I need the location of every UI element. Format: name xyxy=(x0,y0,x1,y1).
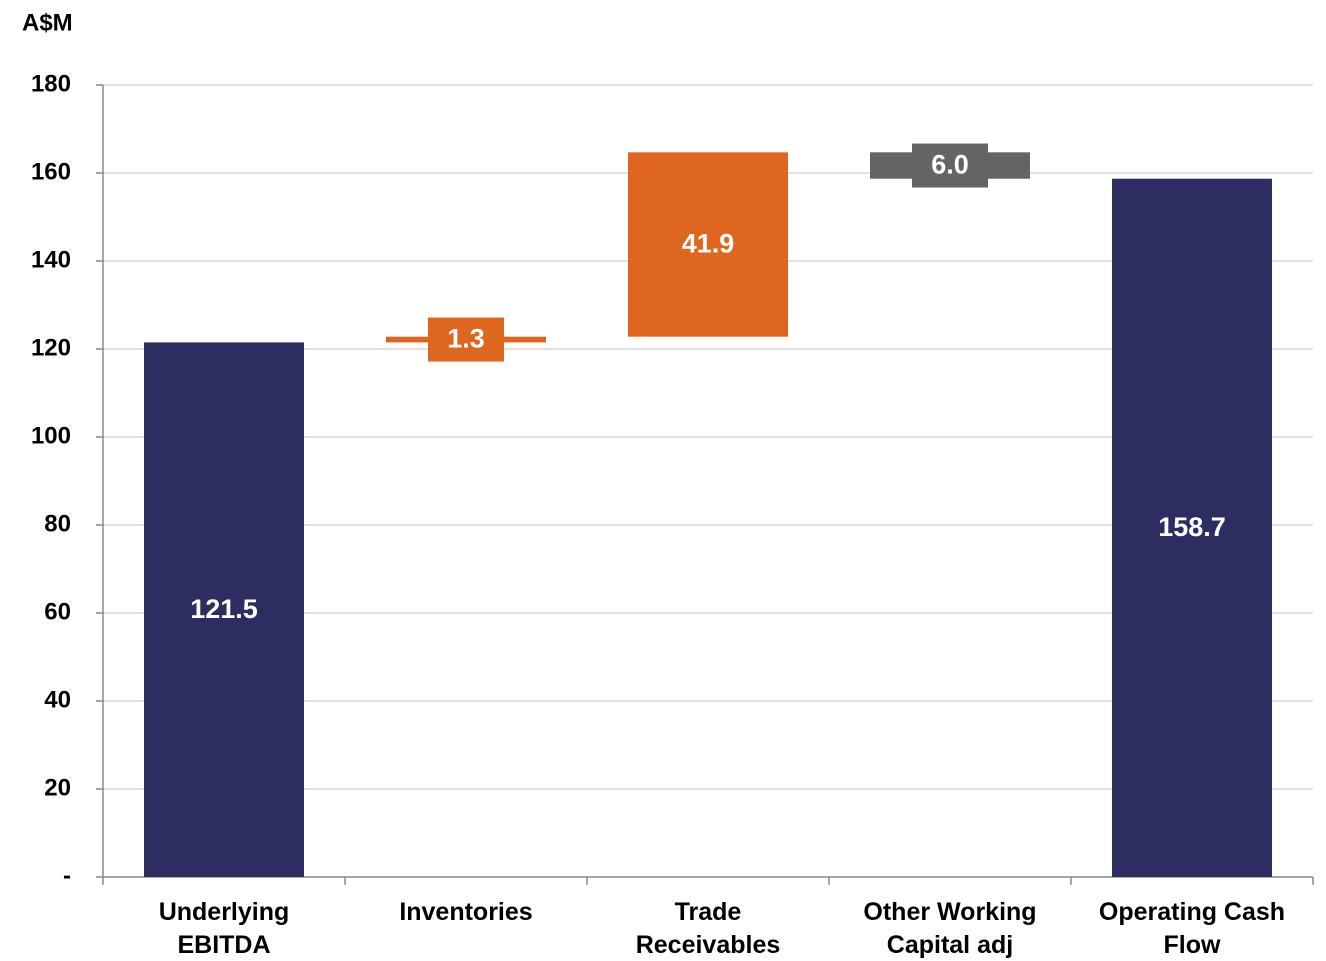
value-label-box xyxy=(428,317,504,362)
x-tick-label-line: Capital adj xyxy=(887,931,1013,959)
x-tick-label-line: Underlying xyxy=(159,898,290,926)
value-label: 1.3 xyxy=(447,324,485,354)
x-tick-label: Trade Receivables xyxy=(636,898,781,959)
y-tick-label: 100 xyxy=(31,422,71,449)
bar xyxy=(628,152,788,337)
x-tick-label: Underlying EBITDA xyxy=(159,898,290,959)
x-tick-label-line: Inventories xyxy=(399,898,532,926)
x-tick-label-line: Trade xyxy=(675,898,742,926)
x-tick-label-line: Receivables xyxy=(636,931,781,959)
y-tick-label: 180 xyxy=(31,70,71,97)
y-tick-label: - xyxy=(63,862,71,889)
y-tick-label: 80 xyxy=(44,510,71,537)
y-tick-label: 40 xyxy=(44,686,71,713)
value-label-box xyxy=(912,143,988,188)
x-tick-label: Inventories xyxy=(399,898,532,926)
bar xyxy=(1112,178,1272,878)
value-label: 158.7 xyxy=(1158,512,1226,542)
x-tick-label-line: Flow xyxy=(1164,931,1221,959)
bar xyxy=(144,342,304,877)
x-tick-label: Other Working Capital adj xyxy=(863,898,1036,959)
x-tick-label-line: Other Working xyxy=(863,898,1036,926)
y-tick-label: 20 xyxy=(44,774,71,801)
value-label: 6.0 xyxy=(931,150,969,180)
y-tick-label: 60 xyxy=(44,598,71,625)
value-label: 41.9 xyxy=(682,229,735,259)
value-label: 121.5 xyxy=(190,594,258,624)
y-tick-label: 160 xyxy=(31,158,71,185)
x-tick-label-line: EBITDA xyxy=(177,931,270,959)
x-tick-label-line: Operating Cash xyxy=(1099,898,1285,926)
y-tick-label: 140 xyxy=(31,246,71,273)
y-axis-unit: A$M xyxy=(22,9,73,36)
x-tick-label: Operating Cash Flow xyxy=(1099,898,1285,959)
y-tick-label: 120 xyxy=(31,334,71,361)
